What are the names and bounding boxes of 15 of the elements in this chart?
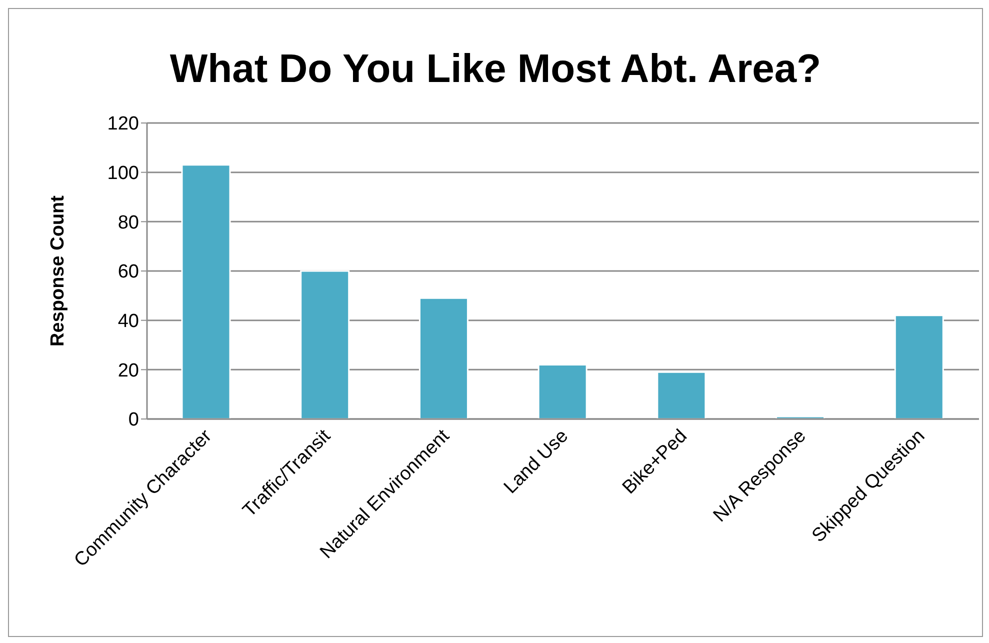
y-axis-title: Response Count <box>48 194 69 346</box>
y-tick-label: 100 <box>107 163 139 184</box>
bar <box>418 297 468 419</box>
y-tick-label: 80 <box>118 212 139 234</box>
bar <box>181 164 231 419</box>
y-tick-label: 40 <box>118 311 139 332</box>
bar <box>894 314 944 419</box>
y-tick-label: 20 <box>118 360 139 382</box>
y-tick-label: 120 <box>107 114 139 135</box>
bar <box>300 270 350 419</box>
bar <box>538 364 588 419</box>
y-tick-label: 0 <box>128 410 139 431</box>
bar <box>656 371 706 419</box>
y-tick-label: 60 <box>118 262 139 283</box>
chart-title: What Do You Like Most Abt. Area? <box>168 47 822 92</box>
